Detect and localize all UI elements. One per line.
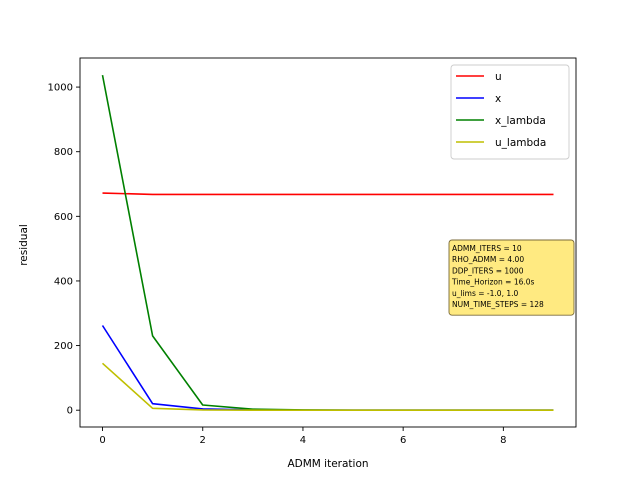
annotation-line: Time_Horizon = 16.0s (451, 278, 535, 287)
x-tick-label: 2 (200, 435, 206, 446)
x-axis-label: ADMM iteration (287, 458, 368, 470)
y-tick-label: 600 (54, 212, 73, 223)
legend-box (450, 64, 570, 160)
y-tick-label: 1000 (48, 83, 73, 94)
y-tick-label: 0 (67, 406, 73, 417)
series-line-u (102, 192, 554, 196)
y-axis-label: residual (18, 224, 30, 266)
axes: 0 2 4 6 8 0 200 400 600 800 1000 (48, 57, 577, 446)
legend: ux x_lambda u_lambda (450, 64, 570, 160)
x-tick-label: 8 (500, 435, 506, 446)
annotation-line: NUM_TIME_STEPS = 128 (452, 300, 544, 309)
legend-label-x-lambda: x_lambda (495, 115, 546, 127)
series-line-x (101, 325, 554, 412)
annotation-line: ADMM_ITERS = 10 (452, 244, 522, 253)
legend-label-x: x (495, 93, 501, 105)
annotation-line: RHO_ADMM = 4.00 (452, 255, 524, 264)
series-line-u-lambda (101, 362, 554, 412)
y-tick-label: 800 (54, 147, 73, 158)
annotation-line: u_lims = -1.0, 1.0 (452, 289, 518, 298)
annotation-background (448, 239, 575, 316)
legend-label-u-lambda: u_lambda (495, 137, 546, 149)
y-tick-label: 400 (54, 276, 73, 287)
plot-area (101, 74, 554, 412)
annotation-line: DDP_ITERS = 1000 (452, 266, 524, 275)
axes-frame (79, 57, 577, 428)
x-tick-label: 6 (400, 435, 406, 446)
x-tick-label: 0 (99, 435, 105, 446)
y-tick-label: 200 (54, 341, 73, 352)
parameter-annotation-box: ADMM_ITERS = 10 RHO_ADMM = 4.00 DDP_ITERS … (448, 239, 575, 316)
x-tick-label: 4 (300, 435, 306, 446)
legend-label-u: u (495, 71, 502, 83)
